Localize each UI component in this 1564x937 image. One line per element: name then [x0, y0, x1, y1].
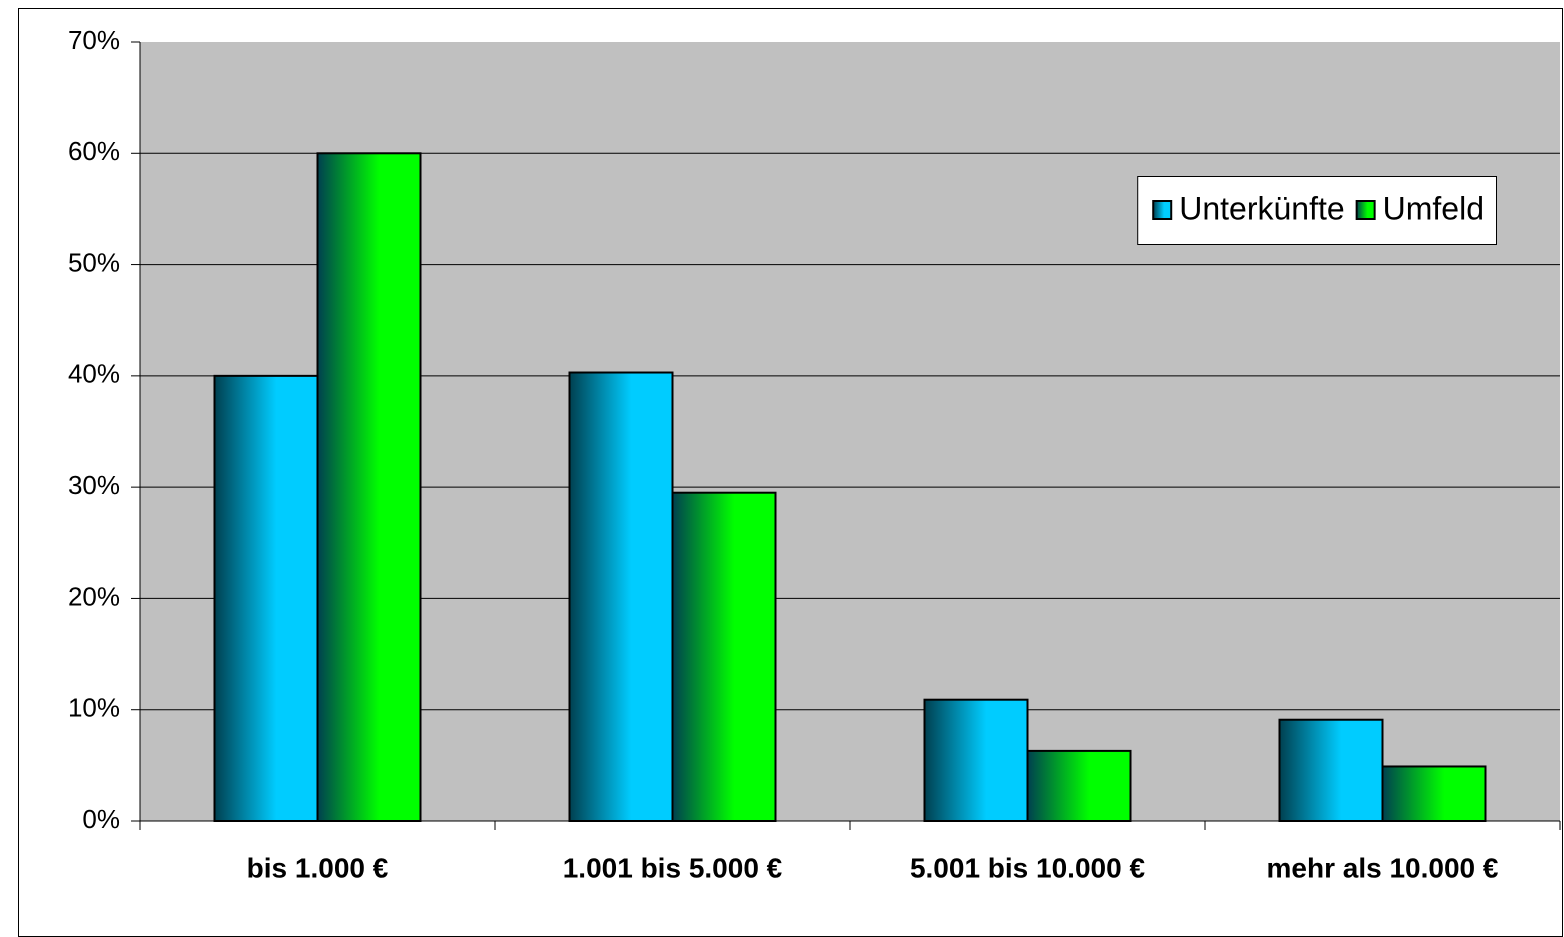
legend-label: Umfeld [1383, 190, 1484, 226]
x-tick-label: bis 1.000 € [247, 852, 389, 883]
y-tick-label: 60% [68, 136, 120, 166]
y-tick-label: 50% [68, 247, 120, 277]
bar [316, 152, 422, 823]
bar [1278, 718, 1384, 822]
y-tick-label: 30% [68, 470, 120, 500]
bar [213, 374, 319, 822]
legend-box [1137, 176, 1497, 245]
bar [1381, 765, 1487, 822]
x-tick-label: mehr als 10.000 € [1267, 852, 1499, 883]
y-tick-label: 40% [68, 359, 120, 389]
y-tick-label: 70% [68, 25, 120, 55]
y-tick-label: 20% [68, 581, 120, 611]
x-tick-label: 1.001 bis 5.000 € [563, 852, 783, 883]
bar [1026, 749, 1132, 823]
y-tick-label: 10% [68, 693, 120, 723]
legend-label: Unterkünfte [1179, 190, 1344, 226]
bar [923, 698, 1029, 822]
legend-swatch [1355, 200, 1376, 220]
y-tick-label: 0% [82, 804, 120, 834]
x-tick-label: 5.001 bis 10.000 € [910, 852, 1146, 883]
legend-swatch [1152, 200, 1173, 220]
bar [671, 491, 777, 822]
bar [568, 371, 674, 822]
